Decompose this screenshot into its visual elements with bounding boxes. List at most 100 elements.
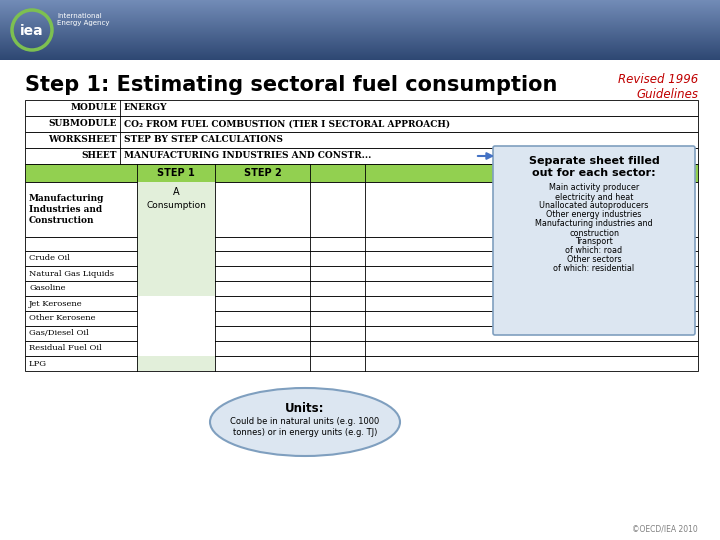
Text: A: A <box>173 187 179 197</box>
Bar <box>0 36 720 37</box>
Text: International
Energy Agency: International Energy Agency <box>57 14 109 26</box>
Text: Other energy industries: Other energy industries <box>546 210 642 219</box>
Bar <box>0 27 720 28</box>
Bar <box>0 53 720 54</box>
Bar <box>137 251 215 266</box>
Bar <box>137 237 215 251</box>
Bar <box>0 46 720 47</box>
Bar <box>25 296 698 311</box>
Bar <box>0 39 720 40</box>
Bar <box>25 182 698 237</box>
Bar <box>0 25 720 26</box>
Text: Jet Kerosene: Jet Kerosene <box>29 300 83 307</box>
Bar <box>25 132 698 148</box>
Bar <box>137 326 215 341</box>
Text: of which: residential: of which: residential <box>554 264 634 273</box>
Bar <box>0 38 720 39</box>
Bar <box>0 0 720 1</box>
Bar <box>0 32 720 33</box>
Bar <box>25 164 698 182</box>
Text: ©OECD/IEA 2010: ©OECD/IEA 2010 <box>632 525 698 534</box>
Bar <box>0 58 720 59</box>
Bar <box>0 29 720 30</box>
Bar <box>137 311 215 326</box>
Text: MANUFACTURING INDUSTRIES AND CONSTR...: MANUFACTURING INDUSTRIES AND CONSTR... <box>124 152 372 160</box>
Text: Natural Gas Liquids: Natural Gas Liquids <box>29 269 114 278</box>
Text: STEP 2: STEP 2 <box>243 168 282 178</box>
Bar <box>0 19 720 20</box>
Text: SHEET: SHEET <box>81 152 117 160</box>
Bar <box>25 148 698 164</box>
Bar <box>0 26 720 27</box>
Text: ENERGY: ENERGY <box>124 104 168 112</box>
Bar <box>0 4 720 5</box>
Bar <box>0 56 720 57</box>
Bar <box>0 47 720 48</box>
Bar <box>0 45 720 46</box>
Bar <box>0 52 720 53</box>
Text: of which: road: of which: road <box>565 246 623 255</box>
Text: Unallocated autoproducers: Unallocated autoproducers <box>539 201 649 210</box>
Bar <box>0 20 720 21</box>
Bar <box>137 266 215 281</box>
Bar <box>25 326 698 341</box>
Bar <box>0 35 720 36</box>
Bar <box>0 34 720 35</box>
Bar <box>0 41 720 42</box>
Bar <box>0 48 720 49</box>
Bar <box>0 31 720 32</box>
Bar <box>0 40 720 41</box>
Bar <box>0 15 720 16</box>
Bar <box>0 7 720 8</box>
Bar <box>0 44 720 45</box>
FancyBboxPatch shape <box>493 146 695 335</box>
Bar <box>0 55 720 56</box>
Bar <box>0 21 720 22</box>
Bar <box>0 51 720 52</box>
Bar <box>0 18 720 19</box>
Bar <box>0 5 720 6</box>
Bar <box>0 43 720 44</box>
Bar <box>0 24 720 25</box>
Text: CO₂ FROM FUEL COMBUSTION (TIER I SECTORAL APPROACH): CO₂ FROM FUEL COMBUSTION (TIER I SECTORA… <box>124 119 450 129</box>
Bar <box>0 8 720 9</box>
Text: Other Kerosene: Other Kerosene <box>29 314 96 322</box>
Bar <box>0 30 720 31</box>
Bar <box>0 13 720 14</box>
Text: Residual Fuel Oil: Residual Fuel Oil <box>29 345 102 353</box>
Text: Revised 1996
Guidelines: Revised 1996 Guidelines <box>618 73 698 101</box>
Bar <box>0 1 720 2</box>
Text: Crude Oil: Crude Oil <box>29 254 70 262</box>
Bar <box>0 57 720 58</box>
Bar <box>0 50 720 51</box>
Bar <box>25 266 698 281</box>
Bar <box>0 16 720 17</box>
Text: Main activity producer
electricity and heat: Main activity producer electricity and h… <box>549 183 639 202</box>
Bar <box>0 33 720 34</box>
Bar <box>0 3 720 4</box>
Text: WORKSHEET: WORKSHEET <box>48 136 117 145</box>
Text: Consumption: Consumption <box>146 201 206 211</box>
Text: MODULE: MODULE <box>71 104 117 112</box>
Bar <box>0 54 720 55</box>
Bar <box>0 10 720 11</box>
Bar <box>137 296 215 311</box>
Bar <box>137 281 215 296</box>
Bar <box>0 49 720 50</box>
Bar <box>25 116 698 132</box>
Bar <box>0 28 720 29</box>
Bar <box>25 311 698 326</box>
Text: Transport: Transport <box>575 237 613 246</box>
Ellipse shape <box>210 388 400 456</box>
Text: Step 1: Estimating sectoral fuel consumption: Step 1: Estimating sectoral fuel consump… <box>25 75 557 95</box>
Bar <box>0 12 720 13</box>
Text: STEP BY STEP CALCULATIONS: STEP BY STEP CALCULATIONS <box>124 136 283 145</box>
Bar <box>25 356 698 371</box>
Bar <box>25 237 698 251</box>
Bar <box>0 17 720 18</box>
Text: Separate sheet filled
out for each sector:: Separate sheet filled out for each secto… <box>528 156 660 178</box>
Bar <box>0 6 720 7</box>
Bar <box>25 341 698 356</box>
Text: Units:: Units: <box>285 402 325 415</box>
Bar <box>0 14 720 15</box>
